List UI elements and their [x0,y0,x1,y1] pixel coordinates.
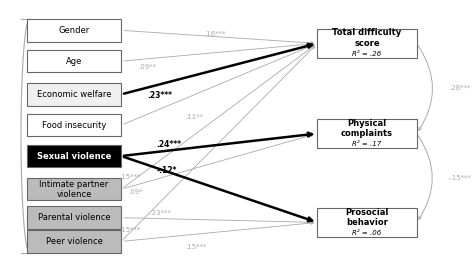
Text: Age: Age [66,57,82,66]
FancyBboxPatch shape [318,29,417,58]
Text: Peer violence: Peer violence [46,237,102,246]
FancyBboxPatch shape [27,114,121,136]
Text: Intimate partner
violence: Intimate partner violence [39,179,109,199]
Text: .15***: .15*** [119,226,140,233]
Text: Parental violence: Parental violence [37,213,110,222]
Text: .15***: .15*** [185,244,206,250]
Text: .15***: .15*** [119,174,140,180]
Text: R² = .26: R² = .26 [352,51,382,57]
Text: Gender: Gender [58,26,90,35]
Text: .09*: .09* [128,189,143,195]
Text: Food insecurity: Food insecurity [42,121,106,130]
FancyBboxPatch shape [27,230,121,253]
Text: Sexual violence: Sexual violence [37,152,111,160]
Text: Prosocial
behavior: Prosocial behavior [345,207,389,227]
FancyBboxPatch shape [27,19,121,42]
Text: -.15***: -.15*** [447,175,471,181]
Text: -.12*: -.12* [156,166,177,175]
FancyBboxPatch shape [27,50,121,72]
FancyBboxPatch shape [27,206,121,229]
Text: .11**: .11** [185,114,203,120]
Text: Total difficulty
score: Total difficulty score [332,29,401,48]
Text: .23***: .23*** [147,91,172,100]
Text: Economic welfare: Economic welfare [36,90,111,99]
FancyBboxPatch shape [27,145,121,167]
Text: .09**: .09** [138,64,156,70]
Text: R² = .17: R² = .17 [352,141,382,147]
Text: -.23***: -.23*** [147,210,171,216]
Text: .24***: .24*** [156,140,182,149]
Text: .16***: .16*** [204,31,225,37]
Text: .28***: .28*** [450,85,471,91]
FancyBboxPatch shape [27,83,121,106]
FancyBboxPatch shape [318,208,417,237]
FancyBboxPatch shape [318,119,417,148]
Text: R² = .06: R² = .06 [352,230,382,236]
FancyBboxPatch shape [27,178,121,201]
Text: Physical
complaints: Physical complaints [341,119,393,138]
